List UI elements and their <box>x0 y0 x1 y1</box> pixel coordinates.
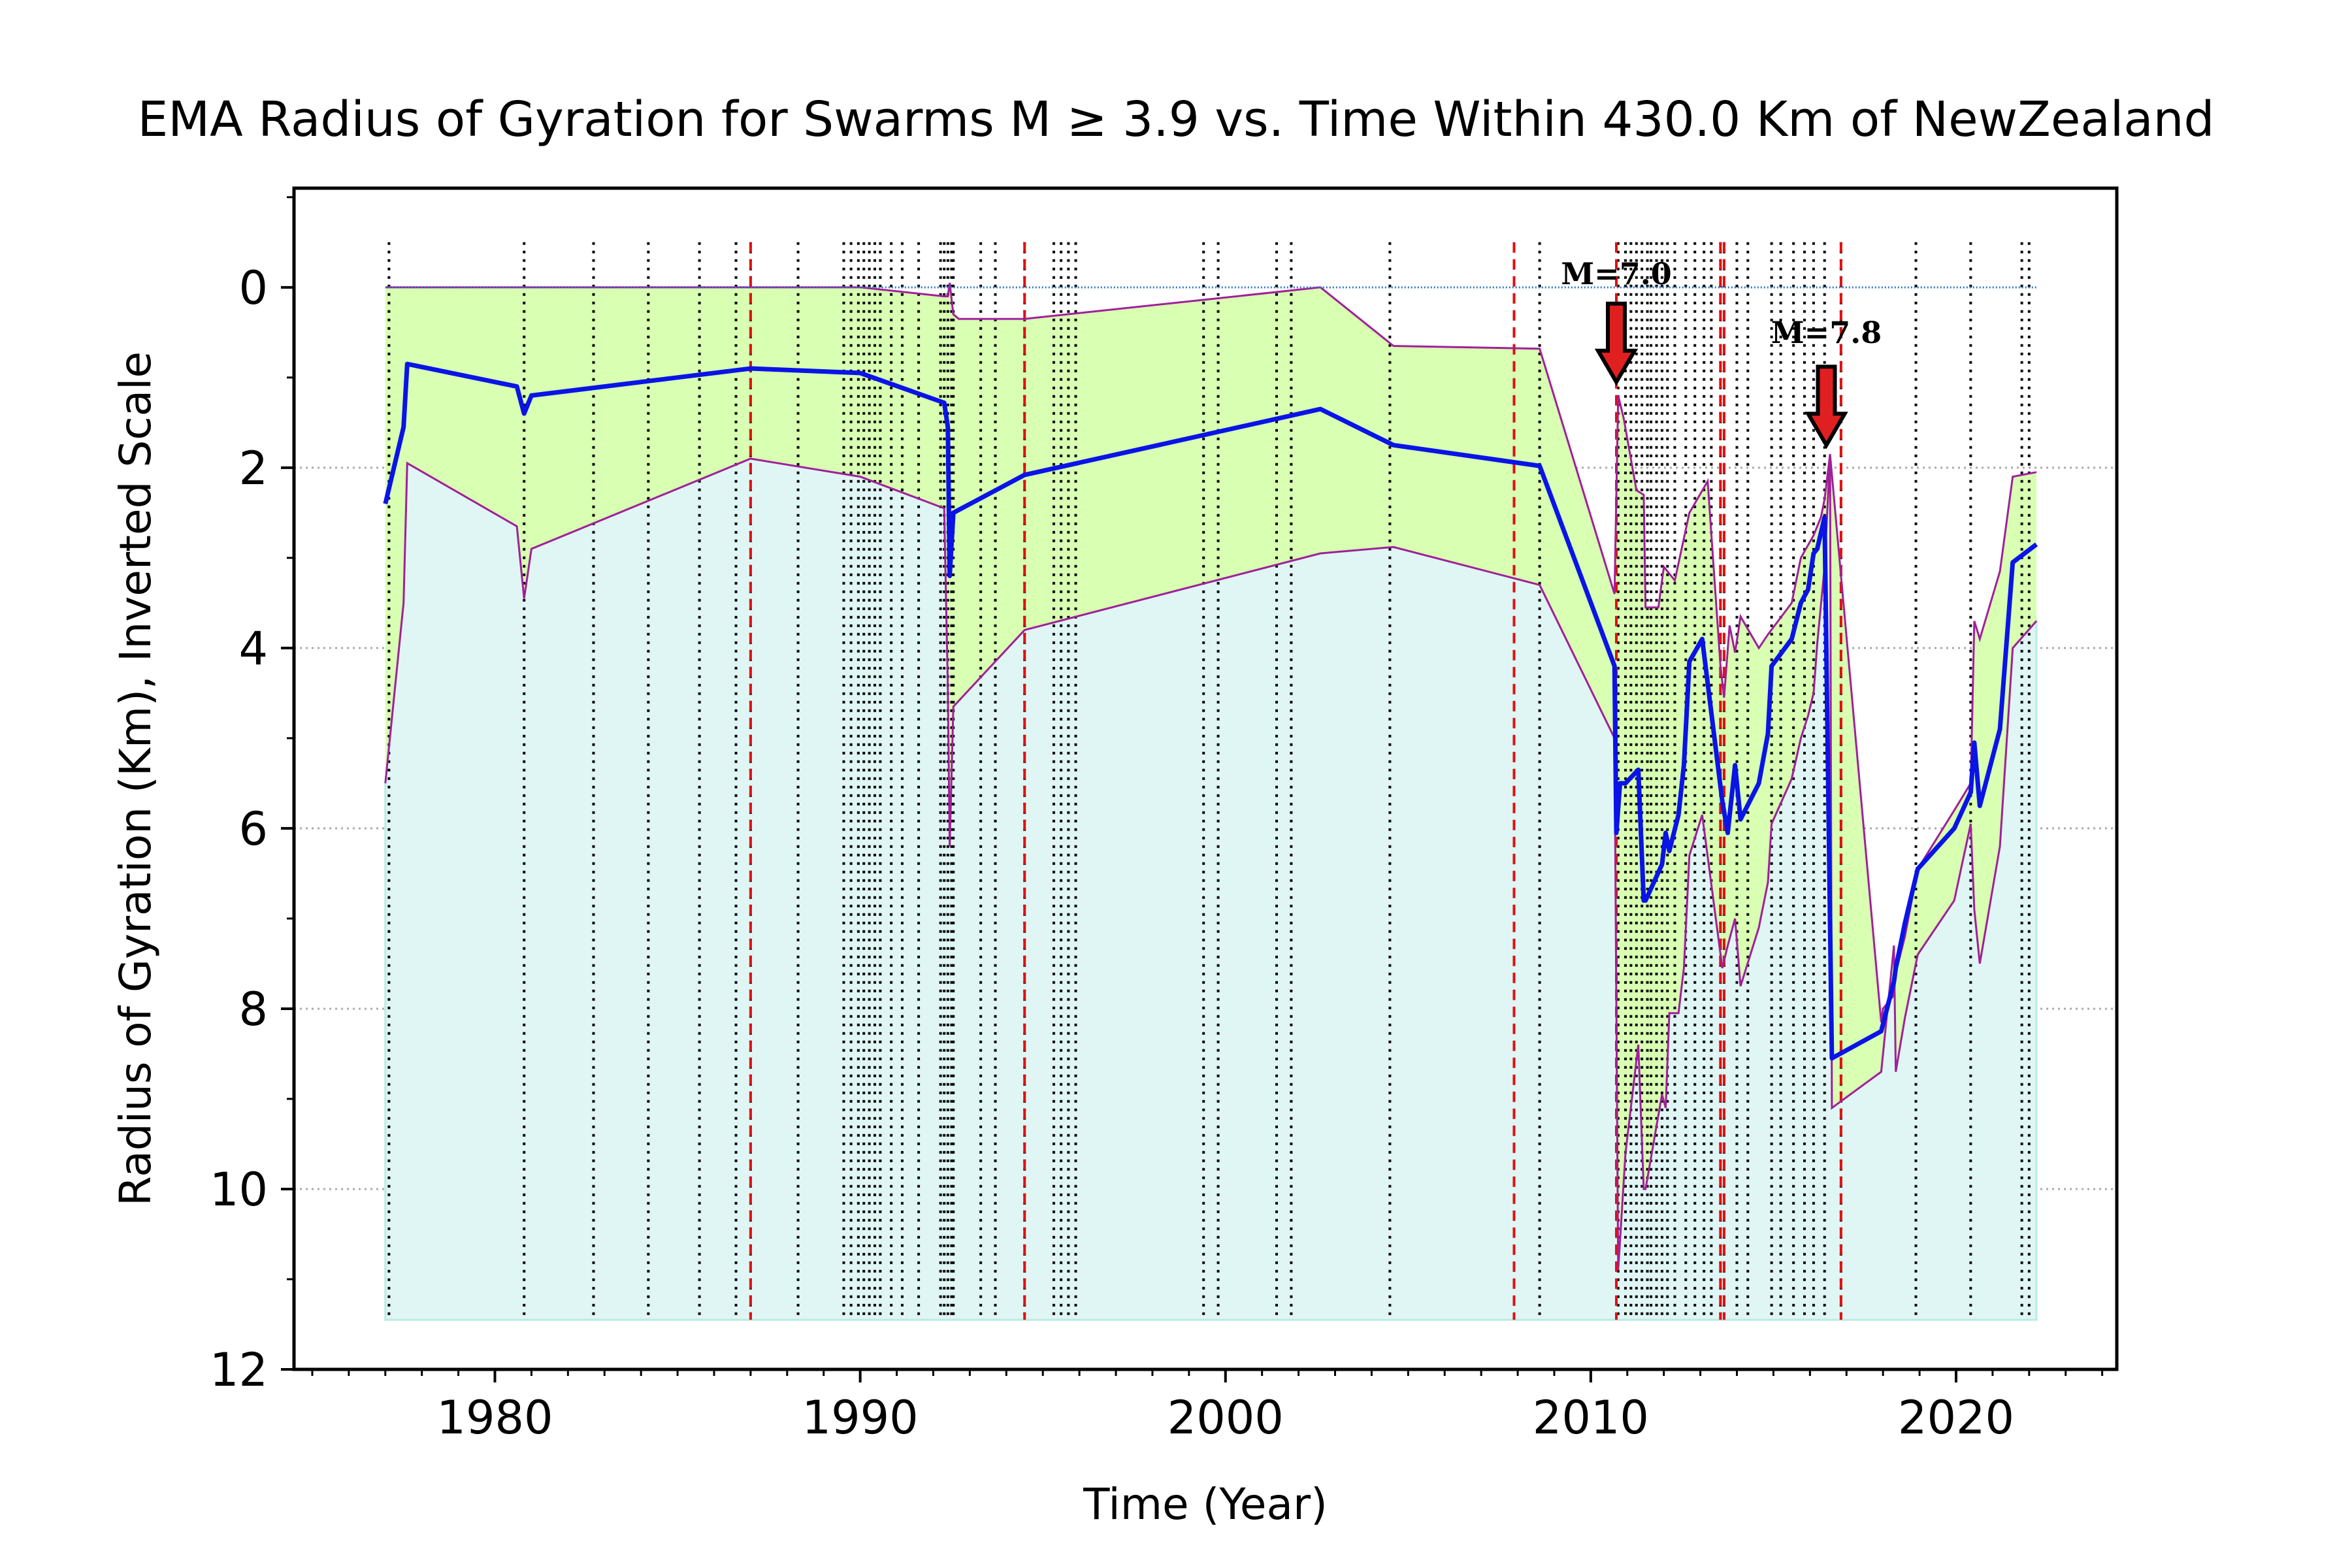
base-area <box>384 454 2038 1321</box>
annotations: M=7.0 M=7.8 <box>1561 256 1882 449</box>
magnitude-label: M=7.8 <box>1771 315 1882 350</box>
y-tick-label: 2 <box>238 442 268 495</box>
plot-area <box>294 242 2117 1321</box>
x-axis-label: Time (Year) <box>1083 1479 1328 1529</box>
magnitude-arrow <box>1805 365 1848 449</box>
magnitude-arrow <box>1594 301 1639 386</box>
magnitude-label: M=7.0 <box>1561 256 1672 291</box>
y-tick-label: 4 <box>238 622 268 676</box>
ema-line <box>383 361 2038 1061</box>
y-tick-label: 10 <box>210 1163 268 1217</box>
band-upper-edge <box>385 282 2037 1022</box>
axes: 1980 1990 2000 2010 2020 0 2 4 6 8 10 12 <box>210 186 2119 1445</box>
plot-frame <box>292 186 2119 1371</box>
x-tick-label: 1980 <box>436 1391 553 1445</box>
x-tick-label: 1990 <box>802 1391 919 1445</box>
x-tick-label: 2010 <box>1533 1391 1649 1445</box>
y-tick-label: 12 <box>210 1343 268 1397</box>
band-lower-edge <box>384 454 2038 1271</box>
y-tick-label: 8 <box>238 983 268 1036</box>
y-tick-label: 0 <box>238 261 268 315</box>
x-tick-label: 2000 <box>1168 1391 1284 1445</box>
y-axis-label: Radius of Gyration (Km), Inverted Scale <box>110 351 161 1206</box>
chart-title: EMA Radius of Gyration for Swarms M ≥ 3.… <box>137 91 2214 148</box>
x-tick-label: 2020 <box>1898 1391 2014 1445</box>
y-tick-label: 6 <box>238 802 268 856</box>
band-area <box>385 282 2036 1271</box>
